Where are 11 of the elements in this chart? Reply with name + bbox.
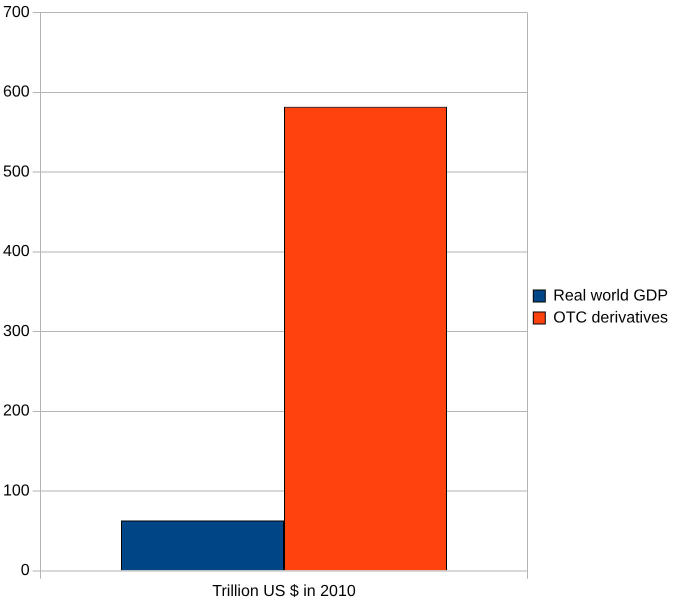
x-tick-label: Trillion US $ in 2010	[212, 582, 356, 600]
y-tick-label: 100	[2, 482, 30, 500]
y-tick-label: 500	[2, 163, 30, 180]
y-tick-label: 200	[2, 402, 30, 420]
y-tick-label: 300	[2, 322, 30, 340]
y-tick-label: 0	[20, 562, 30, 580]
y-tick-label: 400	[2, 243, 30, 260]
legend-label: OTC derivatives	[553, 309, 668, 326]
y-tick-label: 700	[2, 4, 30, 22]
legend-label: Real world GDP	[553, 287, 668, 304]
y-tick-label: 600	[2, 84, 30, 101]
